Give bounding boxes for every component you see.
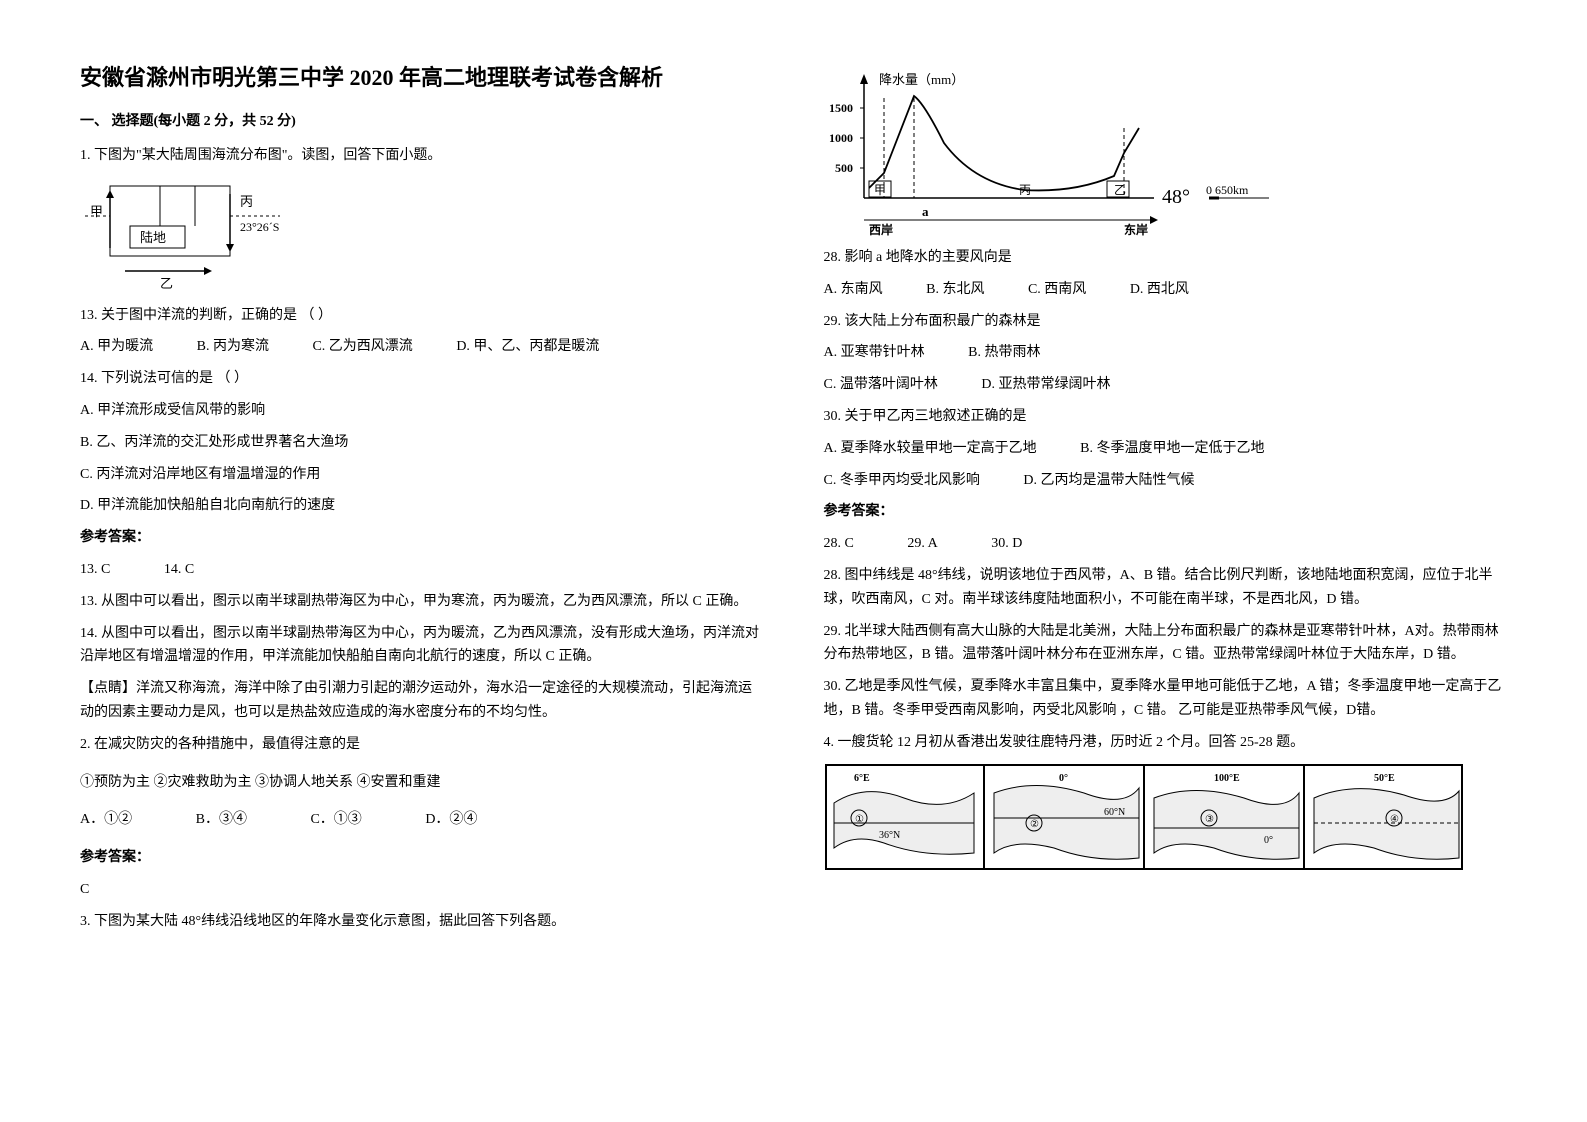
q30-opt-d: D. 乙丙均是温带大陆性气候	[1023, 469, 1194, 493]
q30-options-row2: C. 冬季甲丙均受北风影响 D. 乙丙均是温带大陆性气候	[824, 469, 1508, 493]
scale-label: 0 650km	[1206, 183, 1249, 197]
q29-options-row1: A. 亚寒带针叶林 B. 热带雨林	[824, 341, 1508, 365]
q2-opt-a: A．①②	[80, 808, 132, 832]
q13-opt-c: C. 乙为西风漂流	[312, 335, 412, 359]
left-column: 安徽省滁州市明光第三中学 2020 年高二地理联考试卷含解析 一、 选择题(每小…	[80, 60, 764, 942]
q28-stem: 28. 影响 a 地降水的主要风向是	[824, 246, 1508, 270]
q28-opt-a: A. 东南风	[824, 278, 883, 302]
q14-stem: 14. 下列说法可信的是 （ ）	[80, 367, 764, 391]
ans-13: 13. C	[80, 558, 110, 582]
q2-opt-b: B．③④	[196, 808, 247, 832]
lat-36n: 36°N	[879, 830, 900, 841]
q2-opt-c: C．①③	[310, 808, 361, 832]
q14-opt-a: A. 甲洋流形成受信风带的影响	[80, 399, 764, 423]
q30-opt-b: B. 冬季温度甲地一定低于乙地	[1080, 437, 1264, 461]
q30-options-row1: A. 夏季降水较量甲地一定高于乙地 B. 冬季温度甲地一定低于乙地	[824, 437, 1508, 461]
q29-opt-b: B. 热带雨林	[968, 341, 1040, 365]
reference-answer-heading: 参考答案：	[80, 526, 764, 550]
label-land: 陆地	[140, 230, 166, 245]
q2-opt-d: D．②④	[425, 808, 477, 832]
xlabel-a: a	[922, 204, 929, 219]
q29-opt-d: D. 亚热带常绿阔叶林	[981, 373, 1110, 397]
lat-60n: 60°N	[1104, 807, 1125, 818]
label-bing: 丙	[240, 194, 253, 209]
q2-answer: C	[80, 878, 764, 902]
label-yi: 乙	[160, 276, 173, 291]
q13-opt-d: D. 甲、乙、丙都是暖流	[456, 335, 599, 359]
expl-28: 28. 图中纬线是 48°纬线，说明该地位于西风带，A、B 错。结合比例尺判断，…	[824, 564, 1508, 612]
q13-options: A. 甲为暖流 B. 丙为寒流 C. 乙为西风漂流 D. 甲、乙、丙都是暖流	[80, 335, 764, 359]
q13-opt-a: A. 甲为暖流	[80, 335, 153, 359]
reference-answer-heading-3: 参考答案：	[824, 500, 1508, 524]
q2-options: A．①② B．③④ C．①③ D．②④	[80, 808, 764, 832]
q4-intro: 4. 一艘货轮 12 月初从香港出发驶往鹿特丹港，历时近 2 个月。回答 25-…	[824, 731, 1508, 755]
q2-items: ①预防为主 ②灾难救助为主 ③协调人地关系 ④安置和重建	[80, 771, 764, 795]
precipitation-chart: 降水量（mm） 1500 1000 500 甲 a 丙	[824, 68, 1508, 238]
ans-29: 29. A	[907, 532, 937, 556]
q30-opt-a: A. 夏季降水较量甲地一定高于乙地	[824, 437, 1037, 461]
west-label: 西岸	[869, 222, 893, 237]
ytick-1500: 1500	[829, 101, 853, 115]
q14-opt-d: D. 甲洋流能加快船舶自北向南航行的速度	[80, 494, 764, 518]
q29-opt-c: C. 温带落叶阔叶林	[824, 373, 938, 397]
expl-30: 30. 乙地是季风性气候，夏季降水丰富且集中，夏季降水量甲地可能低于乙地，A 错…	[824, 675, 1508, 723]
xlabel-jia: 甲	[874, 183, 886, 197]
q29-options-row2: C. 温带落叶阔叶林 D. 亚热带常绿阔叶林	[824, 373, 1508, 397]
q28-opt-d: D. 西北风	[1130, 278, 1189, 302]
expl-29: 29. 北半球大陆西侧有高大山脉的大陆是北美洲，大陆上分布面积最广的森林是亚寒带…	[824, 620, 1508, 668]
lon-0: 0°	[1059, 773, 1068, 784]
ocean-current-diagram: 甲 丙 23°26´S 陆地 乙	[80, 176, 764, 296]
marker-4: ④	[1390, 814, 1399, 825]
q30-stem: 30. 关于甲乙丙三地叙述正确的是	[824, 405, 1508, 429]
lon-50e: 50°E	[1374, 773, 1395, 784]
lon-6e: 6°E	[854, 773, 870, 784]
q3-intro: 3. 下图为某大陆 48°纬线沿线地区的年降水量变化示意图，据此回答下列各题。	[80, 910, 764, 934]
expl-14: 14. 从图中可以看出，图示以南半球副热带海区为中心，丙为暖流，乙为西风漂流，没…	[80, 622, 764, 670]
section-heading: 一、 选择题(每小题 2 分，共 52 分)	[80, 110, 764, 134]
q3-answers: 28. C 29. A 30. D	[824, 532, 1508, 556]
reference-answer-heading-2: 参考答案：	[80, 846, 764, 870]
q30-opt-c: C. 冬季甲丙均受北风影响	[824, 469, 980, 493]
label-latitude: 23°26´S	[240, 220, 279, 234]
ans-30: 30. D	[991, 532, 1022, 556]
q29-opt-a: A. 亚寒带针叶林	[824, 341, 925, 365]
q14-opt-c: C. 丙洋流对沿岸地区有增温增湿的作用	[80, 463, 764, 487]
world-map-diagram: 6°E 36°N ① 0° 60°N ② 100°E 0° ③	[824, 763, 1508, 873]
right-column: 降水量（mm） 1500 1000 500 甲 a 丙	[824, 60, 1508, 942]
east-label: 东岸	[1124, 222, 1148, 237]
q14-opt-b: B. 乙、丙洋流的交汇处形成世界著名大渔场	[80, 431, 764, 455]
q29-stem: 29. 该大陆上分布面积最广的森林是	[824, 310, 1508, 334]
q1-intro: 1. 下图为"某大陆周围海流分布图"。读图，回答下面小题。	[80, 144, 764, 168]
marker-2: ②	[1030, 819, 1039, 830]
label-jia: 甲	[90, 204, 103, 219]
q28-opt-c: C. 西南风	[1028, 278, 1086, 302]
ans-14: 14. C	[164, 558, 194, 582]
q28-opt-b: B. 东北风	[926, 278, 984, 302]
expl-13: 13. 从图中可以看出，图示以南半球副热带海区为中心，甲为寒流，丙为暖流，乙为西…	[80, 590, 764, 614]
q28-options: A. 东南风 B. 东北风 C. 西南风 D. 西北风	[824, 278, 1508, 302]
q13-stem: 13. 关于图中洋流的判断，正确的是 （ ）	[80, 304, 764, 328]
ylabel: 降水量（mm）	[879, 72, 964, 87]
marker-1: ①	[855, 814, 864, 825]
page-title: 安徽省滁州市明光第三中学 2020 年高二地理联考试卷含解析	[80, 60, 764, 92]
q13-opt-b: B. 丙为寒流	[197, 335, 269, 359]
lat-0: 0°	[1264, 835, 1273, 846]
ans-28: 28. C	[824, 532, 854, 556]
lat-label: 48°	[1162, 186, 1190, 208]
xlabel-bing: 丙	[1019, 183, 1031, 197]
ytick-500: 500	[835, 161, 853, 175]
xlabel-yi: 乙	[1114, 183, 1126, 197]
marker-3: ③	[1205, 814, 1214, 825]
q1-answers: 13. C 14. C	[80, 558, 764, 582]
q2-stem: 2. 在减灾防灾的各种措施中，最值得注意的是	[80, 733, 764, 757]
tip-1: 【点睛】洋流又称海流，海洋中除了由引潮力引起的潮汐运动外，海水沿一定途径的大规模…	[80, 677, 764, 725]
lon-100e: 100°E	[1214, 773, 1240, 784]
ytick-1000: 1000	[829, 131, 853, 145]
